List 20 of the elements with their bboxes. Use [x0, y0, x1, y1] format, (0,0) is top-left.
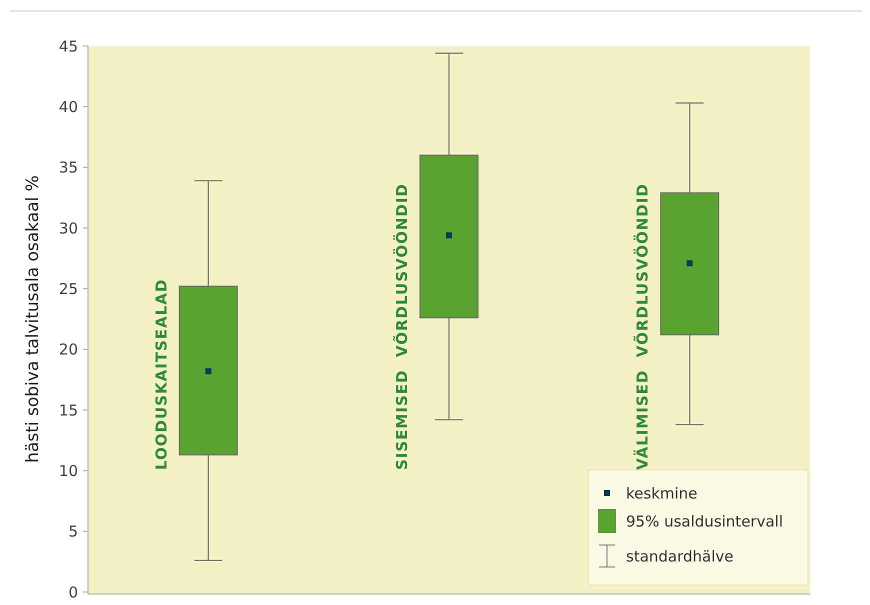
y-tick-label: 5: [68, 522, 78, 541]
point: [205, 368, 212, 374]
x-tick-label: LOODUSKAITSEALAD: [152, 278, 170, 470]
y-tick-label: 40: [58, 98, 78, 116]
point: [686, 260, 693, 266]
legend-label: 95% usaldusintervall: [626, 512, 783, 530]
x-tick-label: VÄLIMISED VÕRDLUSVÖÖNDID: [634, 183, 652, 470]
y-tick-label: 35: [58, 158, 78, 177]
y-tick-label: 20: [58, 340, 78, 359]
y-tick-label: 45: [58, 37, 78, 56]
annotation: standardhälve: [626, 547, 734, 566]
legend-label: keskmine: [626, 484, 698, 502]
y-tick-label: 10: [58, 462, 78, 480]
y-tick-label: 15: [58, 401, 78, 420]
y-axis-title: hästi sobiva talvitusala osakaal %: [23, 175, 43, 463]
y-tick-label: 30: [58, 219, 78, 238]
point: [446, 232, 452, 238]
y-tick-label: 0: [68, 583, 78, 602]
x-tick-label: SISEMISED VÕRDLUSVÖÖNDID: [393, 183, 411, 470]
y-tick-label: 25: [58, 280, 78, 298]
